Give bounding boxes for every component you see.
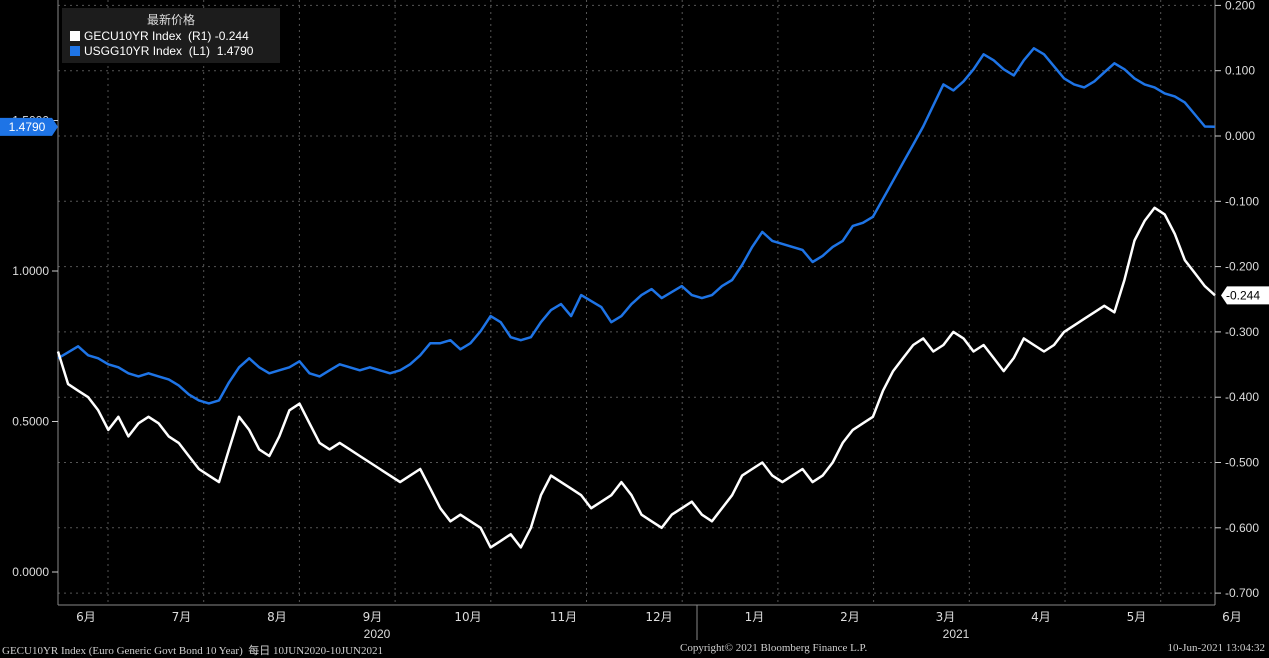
right-tick-label: -0.400: [1225, 390, 1259, 404]
legend-item-usgg[interactable]: USGG10YR Index (L1) 1.4790: [62, 43, 280, 58]
x-month-label: 3月: [936, 610, 956, 624]
footer-timestamp: 10-Jun-2021 13:04:32: [1167, 642, 1265, 654]
right-tick-label: -0.200: [1225, 260, 1259, 274]
legend-swatch-white: [70, 30, 80, 41]
x-month-label: 10月: [454, 610, 481, 624]
legend-swatch-blue: [70, 45, 80, 56]
footer-copyright: Copyright© 2021 Bloomberg Finance L.P.: [680, 642, 868, 654]
x-year-label: 2020: [364, 627, 391, 641]
series-line-usgg10yr-index: [57, 47, 1216, 405]
right-tick-label: -0.700: [1225, 586, 1259, 600]
x-month-label: 9月: [363, 610, 383, 624]
legend-label-usgg: USGG10YR Index (L1) 1.4790: [84, 43, 254, 58]
right-tick-label: -0.500: [1225, 456, 1259, 470]
x-month-label: 6月: [76, 610, 96, 624]
left-tick-label: 0.0000: [12, 565, 49, 579]
right-tick-label: 0.000: [1225, 129, 1255, 143]
right-tick-label: -0.300: [1225, 325, 1259, 339]
x-month-label: 11月: [550, 610, 577, 624]
right-last-value-flag: [1221, 286, 1269, 305]
x-month-label: 6月: [1222, 610, 1242, 624]
legend-title: 最新价格: [146, 13, 195, 27]
right-tick-label: 0.100: [1225, 64, 1255, 78]
right-tick-label: 0.200: [1225, 0, 1255, 12]
footer-source: GECU10YR Index (Euro Generic Govt Bond 1…: [2, 645, 383, 657]
legend-label-gecu: GECU10YR Index (R1) -0.244: [84, 28, 249, 43]
legend-item-gecu[interactable]: GECU10YR Index (R1) -0.244: [62, 28, 280, 43]
chart-legend: 最新价格 GECU10YR Index (R1) -0.244 USGG10YR…: [62, 8, 280, 63]
x-month-label: 2月: [840, 610, 860, 624]
left-tick-label: 1.0000: [12, 264, 49, 278]
x-month-label: 8月: [267, 610, 287, 624]
right-last-value-label: -0.244: [1226, 288, 1260, 302]
x-month-label: 7月: [172, 610, 192, 624]
right-tick-label: -0.600: [1225, 521, 1259, 535]
left-last-value-flag: [0, 117, 58, 136]
right-tick-label: -0.100: [1225, 194, 1259, 208]
left-last-value-label: 1.4790: [9, 120, 46, 134]
series-line-gecu10yr-index: [56, 206, 1216, 549]
x-month-label: 1月: [745, 610, 765, 624]
x-month-label: 4月: [1031, 610, 1051, 624]
x-month-label: 5月: [1127, 610, 1147, 624]
left-tick-label: 0.5000: [12, 415, 49, 429]
x-year-label: 2021: [943, 627, 970, 641]
x-month-label: 12月: [645, 610, 672, 624]
